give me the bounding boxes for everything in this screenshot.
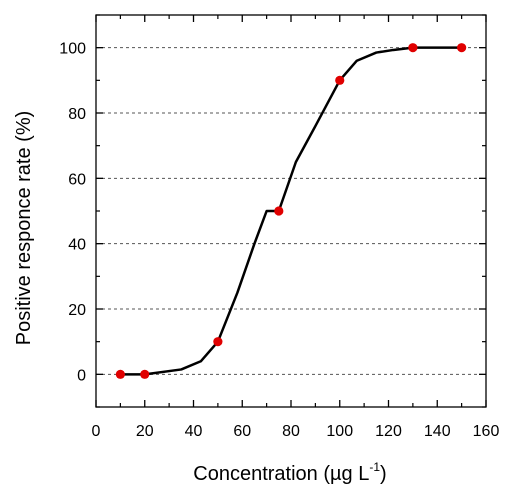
plot-frame bbox=[95, 14, 487, 408]
x-tick-label: 0 bbox=[92, 423, 101, 440]
x-tick-label: 40 bbox=[185, 423, 203, 440]
data-point bbox=[213, 337, 223, 347]
data-points bbox=[115, 43, 467, 379]
data-point bbox=[140, 369, 150, 379]
y-tick-label: 20 bbox=[68, 302, 86, 319]
data-point bbox=[457, 43, 467, 53]
x-tick-label: 100 bbox=[326, 423, 353, 440]
x-axis-title-superscript: -1 bbox=[369, 460, 380, 474]
y-tick-label: 80 bbox=[68, 106, 86, 123]
x-tick-label: 140 bbox=[424, 423, 451, 440]
data-point bbox=[115, 369, 125, 379]
y-tick-label: 60 bbox=[68, 171, 86, 188]
data-point bbox=[274, 206, 284, 216]
x-tick-label: 160 bbox=[473, 423, 500, 440]
grid-lines bbox=[96, 47, 486, 375]
y-tick-label: 100 bbox=[59, 41, 86, 58]
x-tick-label: 60 bbox=[233, 423, 251, 440]
x-tick-label: 80 bbox=[282, 423, 300, 440]
y-axis-title: Positive responce rate (%) bbox=[13, 111, 35, 346]
fitted-curve-line bbox=[119, 46, 463, 376]
data-point bbox=[408, 43, 418, 53]
tick-labels: 0 20 40 60 80 100 120 140 160 0 20 40 60 80 100 bbox=[59, 41, 499, 440]
x-tick-label: 120 bbox=[375, 423, 402, 440]
x-axis-title-suffix: ) bbox=[380, 463, 387, 485]
data-point bbox=[335, 75, 345, 85]
x-axis-title-text: Concentration (µg L bbox=[193, 463, 369, 485]
x-axis-title: Concentration (µg L-1) bbox=[193, 460, 386, 485]
x-tick-label: 20 bbox=[136, 423, 154, 440]
y-tick-label: 40 bbox=[68, 237, 86, 254]
y-tick-label: 0 bbox=[77, 367, 86, 384]
plot-area: 0 20 40 60 80 100 120 140 160 0 20 40 60 80 100 bbox=[59, 14, 499, 440]
axis-ticks bbox=[95, 14, 487, 408]
